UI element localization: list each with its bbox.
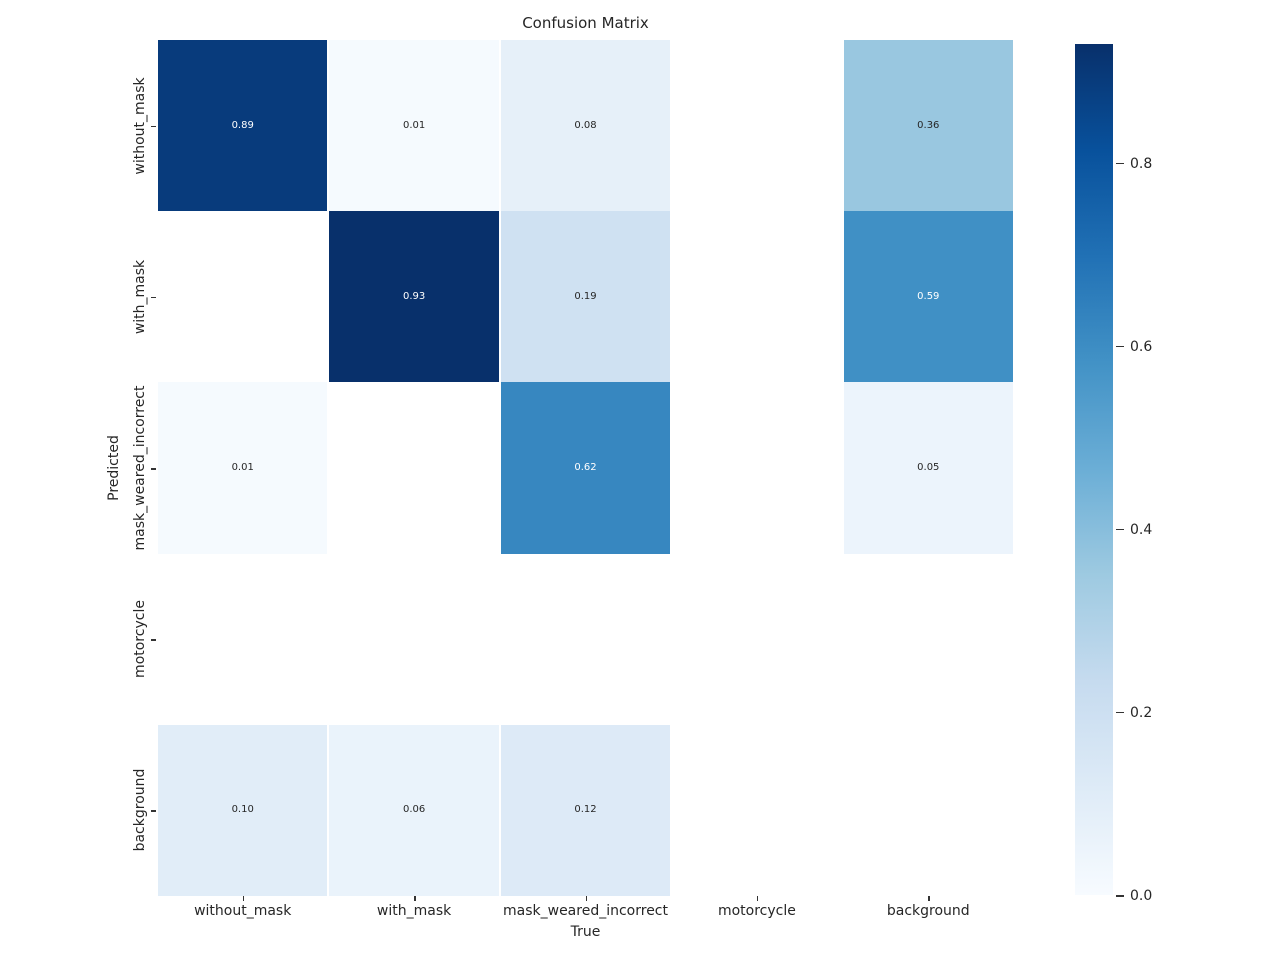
cell-value: 0.01 bbox=[402, 119, 426, 131]
heatmap-cell: 0.89 bbox=[158, 40, 328, 212]
x-tickmark bbox=[585, 896, 587, 901]
heatmap-cell bbox=[672, 40, 842, 212]
heatmap-cell bbox=[843, 724, 1013, 896]
heatmap-cell bbox=[672, 553, 842, 725]
cell-value: 0.62 bbox=[574, 461, 597, 473]
heatmap-cell: 0.05 bbox=[843, 382, 1013, 554]
heatmap-cell: 0.01 bbox=[158, 382, 328, 554]
heatmap-cell: 0.19 bbox=[500, 211, 671, 383]
x-tickmark bbox=[928, 896, 930, 901]
colorbar-tick-label: 0.4 bbox=[1130, 521, 1153, 538]
heatmap-cell bbox=[329, 553, 499, 725]
heatmap-cell: 0.93 bbox=[329, 211, 499, 383]
colorbar-tick-label: 0.2 bbox=[1130, 704, 1153, 721]
x-tick-label: motorcycle bbox=[717, 903, 796, 919]
cell-value: 0.19 bbox=[574, 290, 597, 302]
heatmap-cell: 0.36 bbox=[843, 40, 1013, 212]
y-tick-label: background bbox=[132, 768, 148, 852]
y-tickmark bbox=[151, 810, 156, 812]
heatmap-cell bbox=[158, 211, 328, 383]
x-axis-label: True bbox=[570, 924, 601, 940]
x-tick-label: background bbox=[886, 903, 970, 919]
colorbar-tick-label: 0.8 bbox=[1130, 155, 1153, 172]
colorbar-tick-label: 0.6 bbox=[1130, 338, 1153, 355]
y-tickmark bbox=[151, 296, 156, 299]
colorbar-tickmark bbox=[1116, 711, 1124, 714]
cell-value: 0.08 bbox=[574, 119, 597, 131]
colorbar-tickmark bbox=[1116, 528, 1124, 531]
heatmap-cell bbox=[672, 382, 842, 554]
cell-value: 0.10 bbox=[231, 804, 254, 816]
colorbar bbox=[1075, 44, 1113, 895]
chart-title: Confusion Matrix bbox=[522, 14, 649, 32]
heatmap-cell: 0.62 bbox=[500, 382, 671, 554]
colorbar-tickmark bbox=[1116, 345, 1124, 348]
heatmap-cell bbox=[843, 553, 1013, 725]
cell-value: 0.59 bbox=[917, 290, 940, 302]
y-tick-label: with_mask bbox=[132, 259, 148, 334]
cell-value: 0.05 bbox=[917, 461, 940, 473]
cell-value: 0.01 bbox=[231, 461, 254, 473]
heatmap-cell bbox=[329, 382, 499, 554]
heatmap-cell bbox=[500, 553, 671, 725]
heatmap-cell: 0.06 bbox=[329, 724, 499, 896]
cell-value: 0.93 bbox=[402, 290, 426, 302]
cell-value: 0.12 bbox=[574, 804, 597, 816]
heatmap-cell: 0.10 bbox=[158, 724, 328, 896]
cell-value: 0.36 bbox=[917, 119, 940, 131]
cell-value: 0.06 bbox=[402, 804, 426, 816]
heatmap-cell bbox=[672, 724, 842, 896]
x-tick-label: mask_weared_incorrect bbox=[503, 903, 668, 919]
y-axis-label: Predicted bbox=[106, 435, 122, 501]
x-tick-label: with_mask bbox=[376, 903, 452, 919]
colorbar-tickmark bbox=[1116, 895, 1124, 897]
heatmap-cell: 0.59 bbox=[843, 211, 1013, 383]
colorbar-tickmark bbox=[1116, 162, 1124, 165]
y-tickmark bbox=[151, 125, 156, 128]
x-tickmark bbox=[756, 896, 759, 901]
heatmap-cell bbox=[672, 211, 842, 383]
y-tick-label: motorcycle bbox=[132, 600, 148, 679]
y-tick-label: without_mask bbox=[132, 76, 148, 175]
x-tickmark bbox=[242, 896, 245, 901]
x-tickmark bbox=[414, 896, 416, 901]
x-tick-label: without_mask bbox=[194, 903, 292, 919]
colorbar-tick-label: 0.0 bbox=[1130, 888, 1153, 904]
heatmap-cell: 0.12 bbox=[500, 724, 671, 896]
y-tickmark bbox=[151, 639, 156, 641]
heatmap-cell: 0.01 bbox=[329, 40, 499, 212]
cell-value: 0.89 bbox=[231, 119, 254, 131]
y-tick-label: mask_weared_incorrect bbox=[132, 385, 148, 551]
heatmap-cell: 0.08 bbox=[500, 40, 671, 212]
y-tickmark bbox=[151, 468, 156, 470]
heatmap-cell bbox=[158, 553, 328, 725]
